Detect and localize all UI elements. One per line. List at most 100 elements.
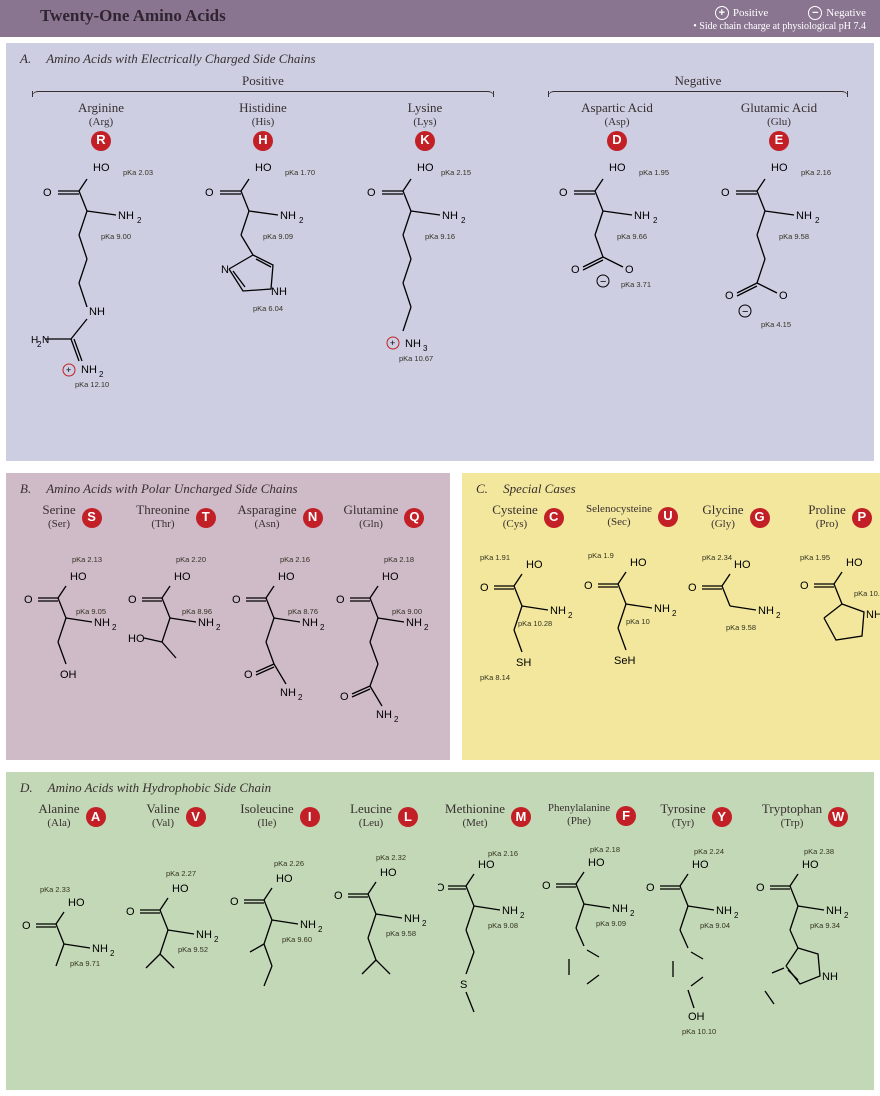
- svg-text:2: 2: [318, 925, 323, 934]
- aa-phenylalanine: Phenylalanine (Phe) F pKa 2.18 HO O NH2 …: [540, 802, 644, 1076]
- svg-text:pKa 10.47: pKa 10.47: [854, 589, 880, 598]
- svg-text:pKa 9.05: pKa 9.05: [76, 607, 106, 616]
- svg-text:NH: NH: [405, 338, 421, 350]
- svg-text:NH: NH: [406, 617, 422, 629]
- svg-text:2: 2: [298, 693, 303, 702]
- svg-text:pKa 9.04: pKa 9.04: [700, 921, 730, 930]
- svg-text:pKa 8.76: pKa 8.76: [288, 607, 318, 616]
- svg-text:pKa 1.95: pKa 1.95: [639, 168, 669, 177]
- svg-text:pKa 10.10: pKa 10.10: [682, 1027, 716, 1036]
- section-hydrophobic: D. Amino Acids with Hydrophobic Side Cha…: [6, 772, 874, 1090]
- svg-text:NH: NH: [271, 286, 287, 298]
- svg-text:2: 2: [424, 623, 429, 632]
- code-badge: U: [658, 507, 678, 527]
- svg-text:O: O: [128, 594, 137, 606]
- svg-text:3: 3: [423, 344, 428, 353]
- svg-text:NH: NH: [376, 709, 392, 721]
- svg-text:pKa 2.18: pKa 2.18: [590, 845, 620, 854]
- legend-positive: + Positive: [715, 6, 768, 20]
- section-c-title: C. Special Cases: [476, 481, 880, 497]
- svg-text:pKa 1.70: pKa 1.70: [285, 168, 315, 177]
- svg-text:O: O: [779, 290, 788, 302]
- svg-text:pKa 2.13: pKa 2.13: [72, 555, 102, 564]
- svg-text:HO: HO: [278, 571, 295, 583]
- svg-text:HO: HO: [382, 571, 399, 583]
- svg-text:O: O: [43, 187, 52, 199]
- svg-text:O: O: [334, 890, 343, 902]
- svg-text:NH: NH: [81, 364, 97, 376]
- svg-text:2: 2: [734, 911, 739, 920]
- svg-text:HO: HO: [478, 859, 495, 871]
- svg-text:−: −: [742, 306, 748, 318]
- section-charged: A. Amino Acids with Electrically Charged…: [6, 43, 874, 461]
- svg-text:−: −: [600, 276, 606, 288]
- svg-text:HO: HO: [93, 162, 110, 174]
- aa-glutamate: Glutamic Acid (Glu) E HO O NH2: [698, 101, 860, 377]
- aa-threonine: Threonine (Thr) T pKa 2.20 HO O NH2 pKa: [124, 503, 228, 747]
- svg-text:NH: NH: [550, 605, 566, 617]
- plus-icon: +: [715, 6, 729, 20]
- svg-text:O: O: [22, 920, 31, 932]
- svg-text:O: O: [646, 882, 655, 894]
- svg-text:NH: NH: [302, 617, 318, 629]
- svg-text:O: O: [480, 582, 489, 594]
- svg-text:O: O: [244, 669, 253, 681]
- svg-text:O: O: [625, 264, 634, 276]
- code-badge: L: [398, 807, 418, 827]
- section-d-title: D. Amino Acids with Hydrophobic Side Cha…: [20, 780, 860, 796]
- svg-text:OH: OH: [688, 1011, 705, 1023]
- svg-text:SeH: SeH: [614, 655, 635, 667]
- svg-text:2: 2: [422, 919, 427, 928]
- svg-text:pKa 1.95: pKa 1.95: [800, 553, 830, 562]
- svg-text:NH: NH: [758, 605, 774, 617]
- legend: + Positive − Negative • Side chain charg…: [693, 6, 866, 33]
- svg-text:NH: NH: [89, 306, 105, 318]
- svg-text:pKa 2.34: pKa 2.34: [702, 553, 732, 562]
- svg-text:NH: NH: [654, 603, 670, 615]
- svg-text:NH: NH: [196, 929, 212, 941]
- svg-text:O: O: [205, 187, 214, 199]
- code-badge: N: [303, 508, 323, 528]
- svg-text:pKa 6.04: pKa 6.04: [253, 304, 283, 313]
- svg-text:NH: NH: [866, 609, 880, 621]
- svg-text:NH: NH: [300, 919, 316, 931]
- code-badge: R: [91, 131, 111, 151]
- brace-icon: [32, 91, 494, 97]
- svg-text:pKa 12.10: pKa 12.10: [75, 380, 109, 389]
- svg-text:N: N: [221, 264, 229, 276]
- code-badge: K: [415, 131, 435, 151]
- code-badge: V: [186, 807, 206, 827]
- svg-text:HO: HO: [802, 859, 819, 871]
- code-badge: M: [511, 807, 531, 827]
- code-badge: Q: [404, 508, 424, 528]
- svg-text:pKa 9.00: pKa 9.00: [392, 607, 422, 616]
- svg-text:HO: HO: [174, 571, 191, 583]
- svg-text:pKa 9.52: pKa 9.52: [178, 945, 208, 954]
- svg-text:pKa 2.33: pKa 2.33: [40, 885, 70, 894]
- minus-icon: −: [808, 6, 822, 20]
- svg-text:NH: NH: [198, 617, 214, 629]
- code-badge: F: [616, 806, 636, 826]
- section-special: C. Special Cases Cysteine (Cys) C pKa 1.…: [462, 473, 880, 761]
- svg-text:O: O: [542, 880, 551, 892]
- section-a-title: A. Amino Acids with Electrically Charged…: [20, 51, 860, 67]
- svg-text:O: O: [756, 882, 765, 894]
- aa-glutamine: Glutamine (Gln) Q pKa 2.18 HO O NH2 pKa: [332, 503, 436, 747]
- svg-text:pKa 2.16: pKa 2.16: [801, 168, 831, 177]
- code-badge: Y: [712, 807, 732, 827]
- svg-text:2: 2: [214, 935, 219, 944]
- negative-label: Negative: [536, 73, 860, 89]
- svg-text:HO: HO: [68, 897, 85, 909]
- svg-text:pKa 9.58: pKa 9.58: [779, 232, 809, 241]
- svg-text:pKa 8.96: pKa 8.96: [182, 607, 212, 616]
- svg-text:pKa 2.03: pKa 2.03: [123, 168, 153, 177]
- brace-icon: [548, 91, 848, 97]
- svg-text:O: O: [725, 290, 734, 302]
- svg-text:O: O: [721, 187, 730, 199]
- svg-text:pKa 10.67: pKa 10.67: [399, 354, 433, 363]
- svg-text:pKa 3.71: pKa 3.71: [621, 280, 651, 289]
- svg-text:O: O: [559, 187, 568, 199]
- svg-text:O: O: [230, 896, 239, 908]
- svg-text:pKa 10.28: pKa 10.28: [518, 619, 552, 628]
- svg-text:pKa 9.66: pKa 9.66: [617, 232, 647, 241]
